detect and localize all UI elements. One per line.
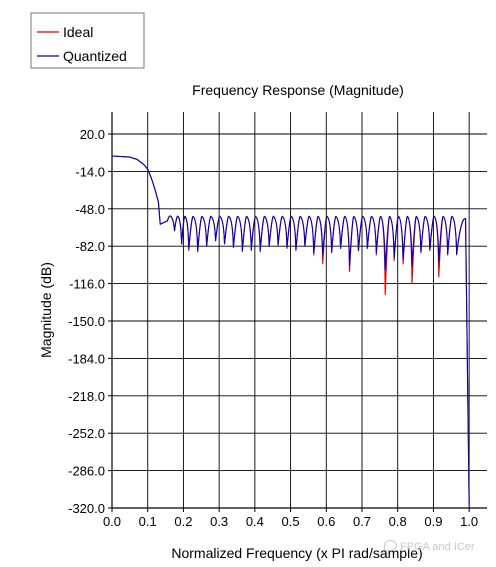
y-tick-label: -82.0 xyxy=(75,239,105,254)
legend-box xyxy=(30,12,145,69)
chart-title: Frequency Response (Magnitude) xyxy=(192,82,404,98)
x-tick-label: 0.1 xyxy=(139,514,157,529)
y-tick-labels: 20.0 -14.0 -48.0 -82.0 -116.0 -150.0 -184.0 -21… xyxy=(68,127,105,516)
x-tick-label: 0.2 xyxy=(174,514,192,529)
x-axis-label: Normalized Frequency (x PI rad/sample) xyxy=(171,545,422,561)
x-tick-label: 0.5 xyxy=(282,514,300,529)
legend-label-ideal: Ideal xyxy=(63,24,93,40)
y-tick-label: -286.0 xyxy=(68,464,105,479)
x-tick-label: 0.0 xyxy=(103,514,121,529)
x-tick-label: 0.3 xyxy=(210,514,228,529)
axes xyxy=(108,112,487,512)
y-tick-label: -252.0 xyxy=(68,426,105,441)
x-tick-label: 0.4 xyxy=(246,514,264,529)
watermark-text: FPGA and ICer xyxy=(400,541,475,553)
plot-curves xyxy=(111,155,470,506)
series-line-quantized xyxy=(111,155,470,506)
y-tick-label: -184.0 xyxy=(68,351,105,366)
legend[interactable]: Ideal Quantized xyxy=(30,12,145,69)
watermark: FPGA and ICer xyxy=(384,540,475,553)
y-axis-label: Magnitude (dB) xyxy=(38,262,54,358)
y-tick-label: 20.0 xyxy=(80,127,105,142)
y-tick-label: -48.0 xyxy=(75,202,105,217)
legend-label-quantized: Quantized xyxy=(63,48,127,64)
x-tick-label: 0.8 xyxy=(389,514,407,529)
x-tick-label: 0.6 xyxy=(317,514,335,529)
y-tick-label: -218.0 xyxy=(68,389,105,404)
wechat-icon xyxy=(384,540,397,551)
y-tick-label: -150.0 xyxy=(68,314,105,329)
y-tick-label: -14.0 xyxy=(75,164,105,179)
x-tick-label: 0.9 xyxy=(424,514,442,529)
x-tick-labels: 0.0 0.1 0.2 0.3 0.4 0.5 0.6 0.7 0.8 0.9 1.0 xyxy=(103,514,478,529)
x-tick-label: 0.7 xyxy=(353,514,371,529)
y-tick-label: -320.0 xyxy=(68,501,105,516)
y-tick-label: -116.0 xyxy=(69,277,105,292)
grid xyxy=(111,112,487,509)
x-tick-label: 1.0 xyxy=(460,514,478,529)
